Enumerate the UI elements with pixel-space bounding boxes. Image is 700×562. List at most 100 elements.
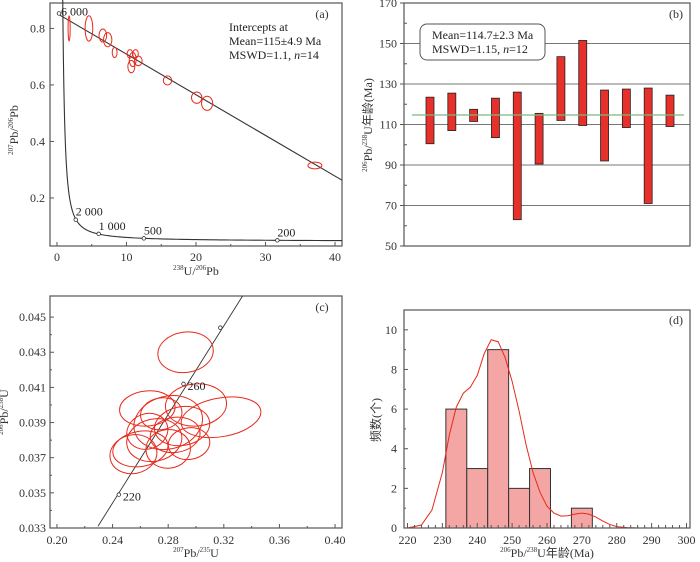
age-error-bar	[447, 92, 457, 131]
y-tick-label: 0.6	[30, 78, 45, 92]
y-tick-label: 0.2	[30, 191, 45, 205]
error-ellipse	[180, 396, 262, 439]
age-error-bar	[578, 40, 588, 126]
panel-a-axis-ticks: 0 10 20 30 40 0.2 0.4 0.6 0.8	[30, 21, 341, 264]
y-title-sup2: 238	[361, 134, 369, 145]
concordia-age-marker	[218, 325, 223, 330]
x-tick-label: 0.40	[325, 533, 346, 547]
x-tick-label: 220	[398, 533, 416, 547]
panel-b-label: (b)	[669, 7, 683, 21]
histogram-bar	[466, 468, 489, 529]
y-title-base1: Pb/	[0, 408, 11, 425]
age-error-bar	[600, 89, 609, 162]
concordia-age-marker	[73, 217, 78, 222]
x-tick-label: 290	[643, 533, 661, 547]
panel-a-label: (a)	[315, 7, 328, 21]
x-tick-label: 0.32	[213, 533, 234, 547]
error-ellipse	[127, 59, 136, 74]
y-tick-label: 0.8	[30, 21, 45, 35]
panel-b-annotation-line2: MSWD=1.15, n=12	[432, 42, 528, 56]
y-title-base1: Pb/	[361, 145, 375, 162]
panel-a-annotation-n-value: =14	[300, 48, 319, 62]
panel-b-frame	[403, 2, 691, 247]
y-tick-label: 50	[385, 239, 397, 253]
x-tick-label: 230	[433, 533, 451, 547]
error-ellipse	[133, 55, 143, 67]
concordia-age-marker	[181, 381, 186, 387]
error-ellipse	[109, 434, 158, 475]
error-ellipse	[84, 15, 94, 42]
panel-a-y-axis-title: 207Pb/206Pb	[7, 105, 21, 155]
kde-curve	[407, 339, 652, 529]
histogram-bar	[508, 487, 531, 529]
y-tick-label: 10	[385, 323, 397, 337]
y-tick-label: 170	[379, 0, 397, 10]
x-tick-label: 30	[260, 250, 272, 264]
y-tick-label: 0.041	[19, 380, 46, 394]
error-ellipse	[103, 32, 113, 48]
y-title-base2: U年龄(Ma)	[361, 78, 375, 135]
panel-b-marks	[412, 40, 684, 221]
age-error-bar	[621, 88, 631, 128]
error-ellipse	[140, 397, 183, 431]
y-tick-label: 150	[379, 37, 397, 51]
histogram-bar	[445, 408, 468, 529]
y-tick-label: 0	[391, 521, 397, 535]
y-title-sup1: 207	[7, 144, 15, 155]
panel-d-axis-ticks: 220 230 240 250 260 270 280 290 300 0 2 4 6 8 10	[385, 323, 696, 547]
x-tick-label: 260	[538, 533, 556, 547]
y-tick-label: 0.035	[19, 486, 46, 500]
y-tick-label: 4	[391, 442, 397, 456]
concordia-age-label: 1 000	[99, 219, 126, 233]
x-title-base1: U/	[184, 264, 197, 278]
x-tick-label: 0.28	[158, 533, 179, 547]
panel-c-x-axis-title: 207Pb/235U	[173, 546, 219, 560]
age-error-bar	[491, 97, 500, 139]
x-tick-label: 280	[608, 533, 626, 547]
x-title-base2: Pb	[206, 264, 219, 278]
age-error-bar	[512, 91, 522, 221]
panel-d-label: (d)	[669, 313, 683, 327]
panel-d-x-axis-title: 206Pb/238U年龄(Ma)	[500, 546, 594, 560]
y-title-sup1: 206	[361, 161, 369, 172]
panel-a-x-axis-title: 238U/206Pb	[173, 264, 219, 278]
x-title-base2: U	[210, 546, 219, 560]
panel-c-label: (c)	[315, 300, 328, 314]
concordia-age-label: 200	[277, 225, 295, 239]
error-ellipse	[162, 75, 173, 86]
x-tick-label: 40	[329, 250, 341, 264]
panel-a-annotation-line1: Intercepts at	[229, 20, 289, 34]
y-tick-label: 70	[385, 199, 397, 213]
concordia-age-marker	[116, 492, 122, 497]
concordia-age-marker	[141, 236, 147, 241]
x-tick-label: 20	[190, 250, 202, 264]
y-title-sup2: 206	[7, 117, 15, 128]
panel-b-weighted-mean: 50 70 90 110 130 150 170 (b) Mean=114.7±2.3 Ma…	[361, 0, 691, 253]
panel-a-annotation-line3: MSWD=1.1, n=14	[229, 48, 319, 62]
panel-c-y-axis-title: 206Pb/238U	[0, 389, 11, 435]
y-tick-label: 0.037	[19, 451, 46, 465]
x-title-sup1: 206	[500, 546, 511, 554]
x-tick-label: 10	[120, 250, 132, 264]
x-tick-label: 270	[573, 533, 591, 547]
y-tick-label: 6	[391, 402, 397, 416]
y-tick-label: 90	[385, 158, 397, 172]
x-tick-label: 0	[54, 250, 60, 264]
x-title-base1: Pb/	[184, 546, 201, 560]
error-ellipse	[119, 390, 176, 427]
y-tick-label: 8	[391, 362, 397, 376]
x-tick-label: 300	[678, 533, 696, 547]
panel-a-annotation-mswd: MSWD=1.1,	[229, 48, 294, 62]
x-tick-label: 240	[468, 533, 486, 547]
x-title-sup1: 238	[173, 264, 184, 272]
x-tick-label: 0.24	[102, 533, 123, 547]
error-ellipse	[133, 395, 203, 451]
panel-b-y-axis-title: 206Pb/238U年龄(Ma)	[361, 78, 375, 172]
panel-c-axis-ticks: 0.20 0.24 0.28 0.32 0.36 0.40 0.033 0.035 0.037 0…	[19, 310, 346, 547]
x-title-base2: U年龄(Ma)	[537, 546, 594, 560]
concordia-age-label: 6 000	[61, 4, 88, 18]
error-ellipse	[154, 405, 211, 447]
